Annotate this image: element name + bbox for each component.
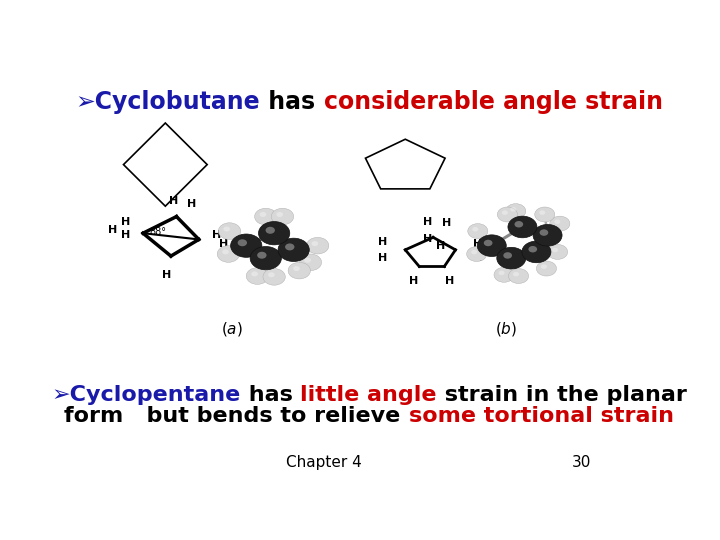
Text: H: H (409, 276, 418, 286)
Text: H: H (169, 196, 179, 206)
Text: H: H (108, 225, 117, 235)
Circle shape (238, 239, 247, 246)
Circle shape (503, 252, 512, 259)
Text: H: H (187, 199, 197, 209)
Text: H: H (443, 218, 451, 228)
Circle shape (250, 246, 282, 270)
Text: 30: 30 (572, 455, 590, 470)
Circle shape (539, 211, 545, 215)
Circle shape (263, 268, 285, 285)
Text: H: H (378, 253, 387, 263)
Circle shape (554, 220, 560, 224)
Circle shape (522, 241, 551, 263)
Circle shape (305, 258, 311, 263)
Text: H: H (473, 253, 482, 263)
Circle shape (477, 235, 506, 256)
Circle shape (494, 267, 514, 282)
Circle shape (513, 272, 519, 276)
Circle shape (255, 208, 277, 225)
Text: form   but bends to relieve: form but bends to relieve (65, 406, 408, 426)
Circle shape (498, 271, 505, 275)
Circle shape (251, 272, 258, 276)
Circle shape (471, 250, 477, 254)
Circle shape (293, 266, 300, 271)
Text: some tortional strain: some tortional strain (408, 406, 673, 426)
Circle shape (497, 247, 526, 269)
Text: H: H (423, 234, 432, 245)
Text: H: H (473, 239, 482, 248)
Circle shape (508, 268, 528, 284)
Text: H: H (162, 270, 171, 280)
Circle shape (539, 230, 549, 236)
Text: H: H (378, 237, 387, 247)
Circle shape (223, 227, 230, 232)
Text: little angle: little angle (300, 386, 437, 406)
Text: H: H (220, 239, 228, 249)
Circle shape (468, 224, 488, 239)
Circle shape (246, 268, 269, 285)
Text: has: has (260, 90, 323, 114)
Text: has: has (240, 386, 300, 406)
Text: 88°: 88° (150, 227, 167, 238)
Circle shape (552, 248, 558, 252)
Circle shape (271, 208, 294, 225)
Circle shape (312, 241, 318, 246)
Circle shape (548, 245, 567, 259)
Circle shape (505, 204, 526, 219)
Text: Chapter 4: Chapter 4 (287, 455, 362, 470)
Circle shape (541, 265, 547, 269)
Circle shape (266, 227, 275, 234)
Circle shape (217, 246, 240, 262)
Circle shape (528, 246, 537, 253)
Circle shape (258, 221, 289, 245)
Circle shape (268, 272, 275, 277)
Circle shape (307, 238, 329, 254)
Circle shape (218, 223, 240, 239)
Circle shape (300, 254, 322, 271)
Text: considerable angle strain: considerable angle strain (323, 90, 662, 114)
Circle shape (498, 207, 518, 222)
Circle shape (230, 234, 262, 258)
Text: $(a)$: $(a)$ (221, 320, 243, 338)
Circle shape (515, 221, 523, 227)
Text: ➢Cyclobutane: ➢Cyclobutane (76, 90, 260, 114)
Text: ➢Cyclopentane: ➢Cyclopentane (51, 386, 240, 406)
Circle shape (260, 212, 266, 217)
Text: H: H (445, 276, 454, 286)
Circle shape (278, 238, 310, 261)
Circle shape (222, 249, 229, 254)
Text: H: H (423, 217, 432, 227)
Text: strain in the planar: strain in the planar (437, 386, 687, 406)
Circle shape (536, 261, 557, 276)
Text: H: H (436, 241, 445, 251)
Circle shape (535, 207, 555, 222)
Text: H: H (120, 230, 130, 240)
Circle shape (257, 252, 266, 259)
Text: H: H (212, 230, 221, 240)
Circle shape (276, 212, 283, 217)
Circle shape (533, 225, 562, 246)
Text: $(b)$: $(b)$ (495, 320, 517, 338)
Circle shape (472, 227, 478, 232)
Circle shape (484, 240, 492, 246)
Circle shape (510, 207, 516, 212)
Circle shape (502, 211, 508, 215)
Circle shape (508, 216, 537, 238)
Circle shape (285, 244, 294, 251)
Circle shape (550, 216, 570, 231)
Circle shape (288, 262, 310, 279)
Circle shape (467, 246, 487, 261)
Text: H: H (120, 217, 130, 227)
